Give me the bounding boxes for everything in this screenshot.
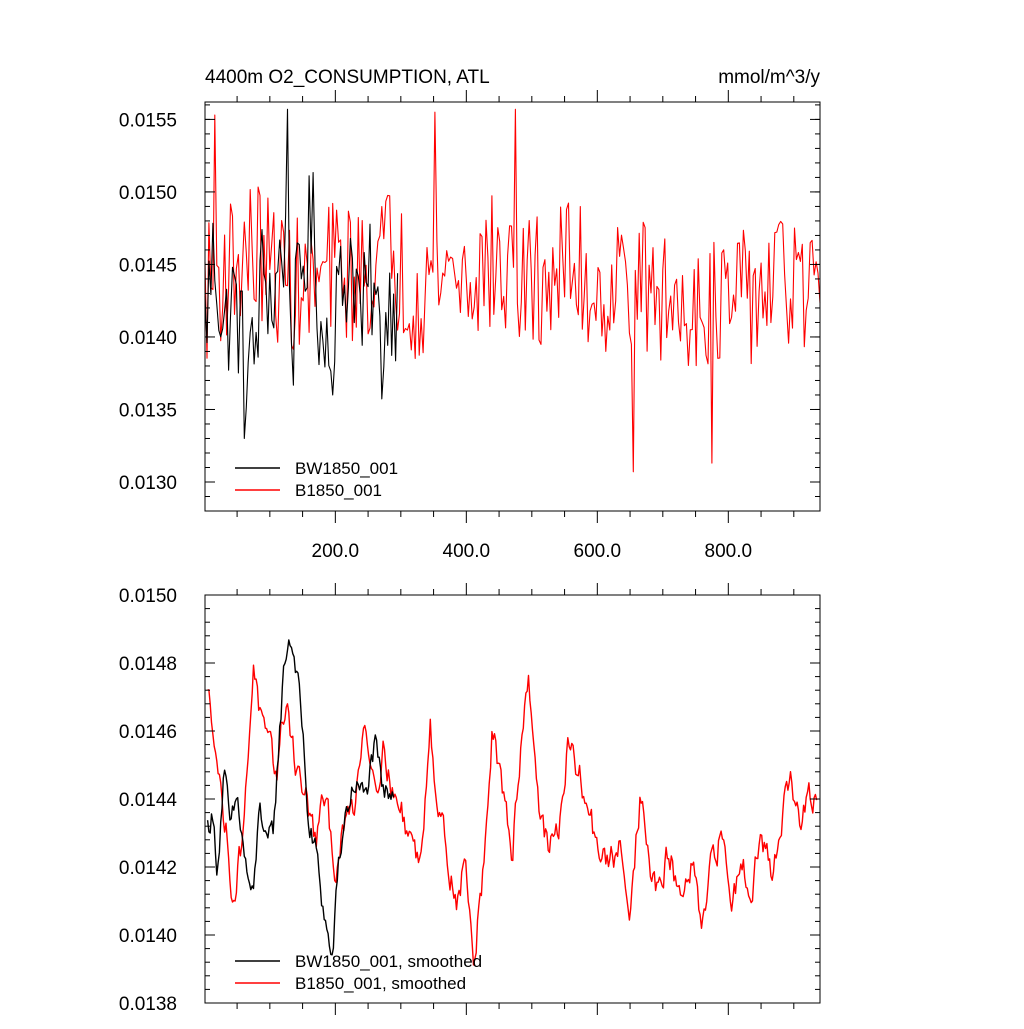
y-tick-label: 0.0140 xyxy=(119,926,177,947)
y-tick-label: 0.0140 xyxy=(119,328,177,349)
chart-units: mmol/m^3/y xyxy=(718,67,820,88)
y-tick-label: 0.0130 xyxy=(119,473,177,494)
series-line-b1850-001-smoothed xyxy=(207,664,818,966)
bottom-panel-series-group xyxy=(206,639,818,966)
chart-title: 4400m O2_CONSUMPTION, ATL xyxy=(205,67,490,88)
x-tick-label: 400.0 xyxy=(443,541,491,562)
y-tick-label: 0.0150 xyxy=(119,183,177,204)
y-tick-label: 0.0155 xyxy=(119,110,177,131)
y-tick-label: 0.0135 xyxy=(119,400,177,421)
bottom-panel-axes: 0.0138 0.0140 0.0142 0.0144 0.0146 0.0148 0.01… xyxy=(119,583,820,1015)
legend-label-bw1850: BW1850_001 xyxy=(295,459,398,478)
bottom-panel-legend: BW1850_001, smoothed B1850_001, smoothed xyxy=(235,952,482,993)
y-tick-label: 0.0138 xyxy=(119,994,177,1015)
x-tick-label: 600.0 xyxy=(574,541,622,562)
top-panel-frame xyxy=(204,101,821,512)
series-line-bw1850-001-smoothed xyxy=(206,639,395,956)
legend-label-bw1850-smoothed: BW1850_001, smoothed xyxy=(295,952,482,971)
bottom-panel-frame xyxy=(204,594,821,1004)
legend-label-b1850-smoothed: B1850_001, smoothed xyxy=(295,974,466,993)
y-tick-label: 0.0150 xyxy=(119,586,177,607)
x-tick-label: 800.0 xyxy=(705,541,753,562)
y-tick-label: 0.0144 xyxy=(119,790,178,811)
top-panel-legend: BW1850_001 B1850_001 xyxy=(235,459,398,500)
y-tick-label: 0.0145 xyxy=(119,255,177,276)
x-tick-label: 200.0 xyxy=(312,541,360,562)
y-tick-label: 0.0142 xyxy=(119,858,177,879)
top-panel: 4400m O2_CONSUMPTION, ATL mmol/m^3/y 0.0… xyxy=(119,67,821,562)
series-line-b1850-001 xyxy=(204,108,821,473)
y-tick-label: 0.0146 xyxy=(119,722,177,743)
y-tick-label: 0.0148 xyxy=(119,654,177,675)
top-panel-series-group xyxy=(204,108,821,473)
top-panel-axes: 0.0130 0.0135 0.0140 0.0145 0.0150 0.0155 200.… xyxy=(119,90,820,562)
series-line-bw1850-001 xyxy=(204,108,399,440)
legend-label-b1850: B1850_001 xyxy=(295,481,382,500)
bottom-panel: 0.0138 0.0140 0.0142 0.0144 0.0146 0.0148 0.01… xyxy=(119,583,821,1015)
